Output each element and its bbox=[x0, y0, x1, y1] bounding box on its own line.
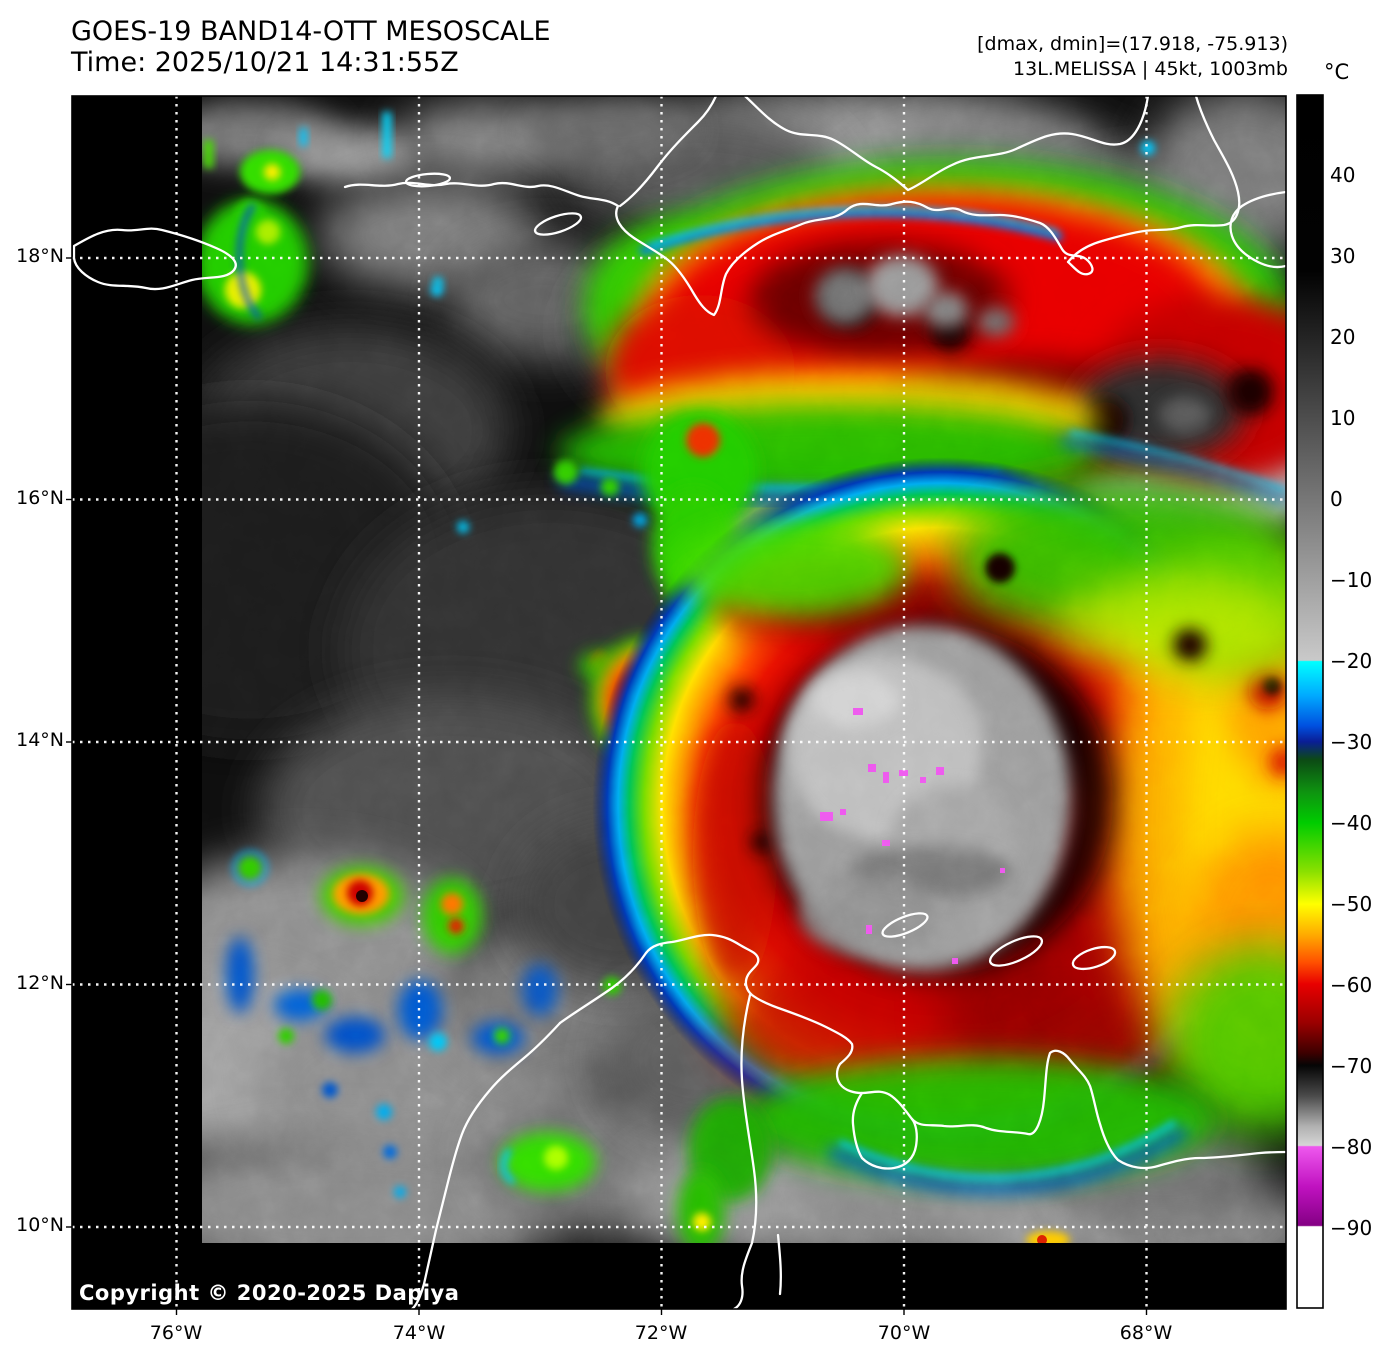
coastline-island-aruba bbox=[881, 912, 929, 938]
colorbar-tick: 40 bbox=[1330, 163, 1356, 187]
coastline-island-curacao bbox=[988, 935, 1044, 967]
data-range-readout: [dmax, dmin]=(17.918, -75.913) bbox=[977, 33, 1288, 55]
colorbar-tick: −60 bbox=[1330, 973, 1373, 997]
colorbar-tick: −40 bbox=[1330, 811, 1373, 835]
latlon-gridlines bbox=[72, 96, 1286, 1309]
lon-label-68w: 68°W bbox=[1119, 1322, 1173, 1344]
lat-label-18n: 18°N bbox=[16, 245, 64, 267]
ir-satellite-map bbox=[72, 96, 1286, 1309]
coastline-gonave-island bbox=[533, 212, 583, 236]
colorbar-tick: −90 bbox=[1330, 1216, 1373, 1240]
coastline-maracaibo-east-shore bbox=[776, 1233, 782, 1296]
map-frame bbox=[71, 95, 1287, 1310]
copyright-watermark: Copyright © 2020-2025 Dapiya bbox=[79, 1281, 460, 1305]
coastline-maracaibo-west-shore bbox=[732, 993, 758, 1309]
lat-label-10n: 10°N bbox=[16, 1214, 64, 1236]
no-data-bottom-strip bbox=[72, 1243, 1286, 1309]
figure-title: GOES-19 BAND14-OTT MESOSCALE bbox=[71, 16, 551, 47]
colorbar-tick: 30 bbox=[1330, 244, 1356, 268]
coastline-tortuga-island bbox=[404, 172, 452, 188]
colorbar-tick: 0 bbox=[1330, 487, 1343, 511]
cloud-texture-noise bbox=[72, 96, 1286, 1309]
colorbar-tick: −20 bbox=[1330, 649, 1373, 673]
coastline-island-bonaire bbox=[1071, 945, 1117, 971]
colorbar-tick: 20 bbox=[1330, 325, 1356, 349]
coastline-south-america bbox=[558, 933, 1286, 1170]
lat-label-16n: 16°N bbox=[16, 487, 64, 509]
axis-ticks bbox=[66, 257, 1148, 1315]
lat-label-12n: 12°N bbox=[16, 972, 64, 994]
colorbar-tick: −30 bbox=[1330, 730, 1373, 754]
coastline-jamaica bbox=[72, 227, 237, 291]
coastline-hispaniola bbox=[343, 96, 1241, 317]
lon-label-76w: 76°W bbox=[149, 1322, 203, 1344]
storm-status-readout: 13L.MELISSA | 45kt, 1003mb bbox=[1013, 58, 1288, 80]
lat-label-14n: 14°N bbox=[16, 729, 64, 751]
colorbar-tick: −80 bbox=[1330, 1135, 1373, 1159]
colorbar-tick: −50 bbox=[1330, 892, 1373, 916]
temperature-colorbar bbox=[1296, 94, 1324, 1309]
coastline-puerto-rico bbox=[1229, 190, 1286, 269]
coastlines bbox=[72, 96, 1286, 1309]
coastline-cuba bbox=[743, 96, 1150, 192]
lon-label-70w: 70°W bbox=[877, 1322, 931, 1344]
colorbar-tick: −70 bbox=[1330, 1054, 1373, 1078]
coastline-colombia-west bbox=[410, 1021, 562, 1309]
colorbar-unit-label: °C bbox=[1324, 60, 1350, 84]
lon-label-74w: 74°W bbox=[392, 1322, 446, 1344]
coastline-haiti-north bbox=[618, 96, 718, 208]
colorbar-tick: 10 bbox=[1330, 406, 1356, 430]
figure-timestamp: Time: 2025/10/21 14:31:55Z bbox=[71, 47, 459, 78]
coastline-lake-maracaibo-gulf bbox=[851, 1091, 918, 1170]
no-data-left-strip bbox=[72, 96, 202, 1309]
colorbar-tick: −10 bbox=[1330, 568, 1373, 592]
lon-label-72w: 72°W bbox=[634, 1322, 688, 1344]
